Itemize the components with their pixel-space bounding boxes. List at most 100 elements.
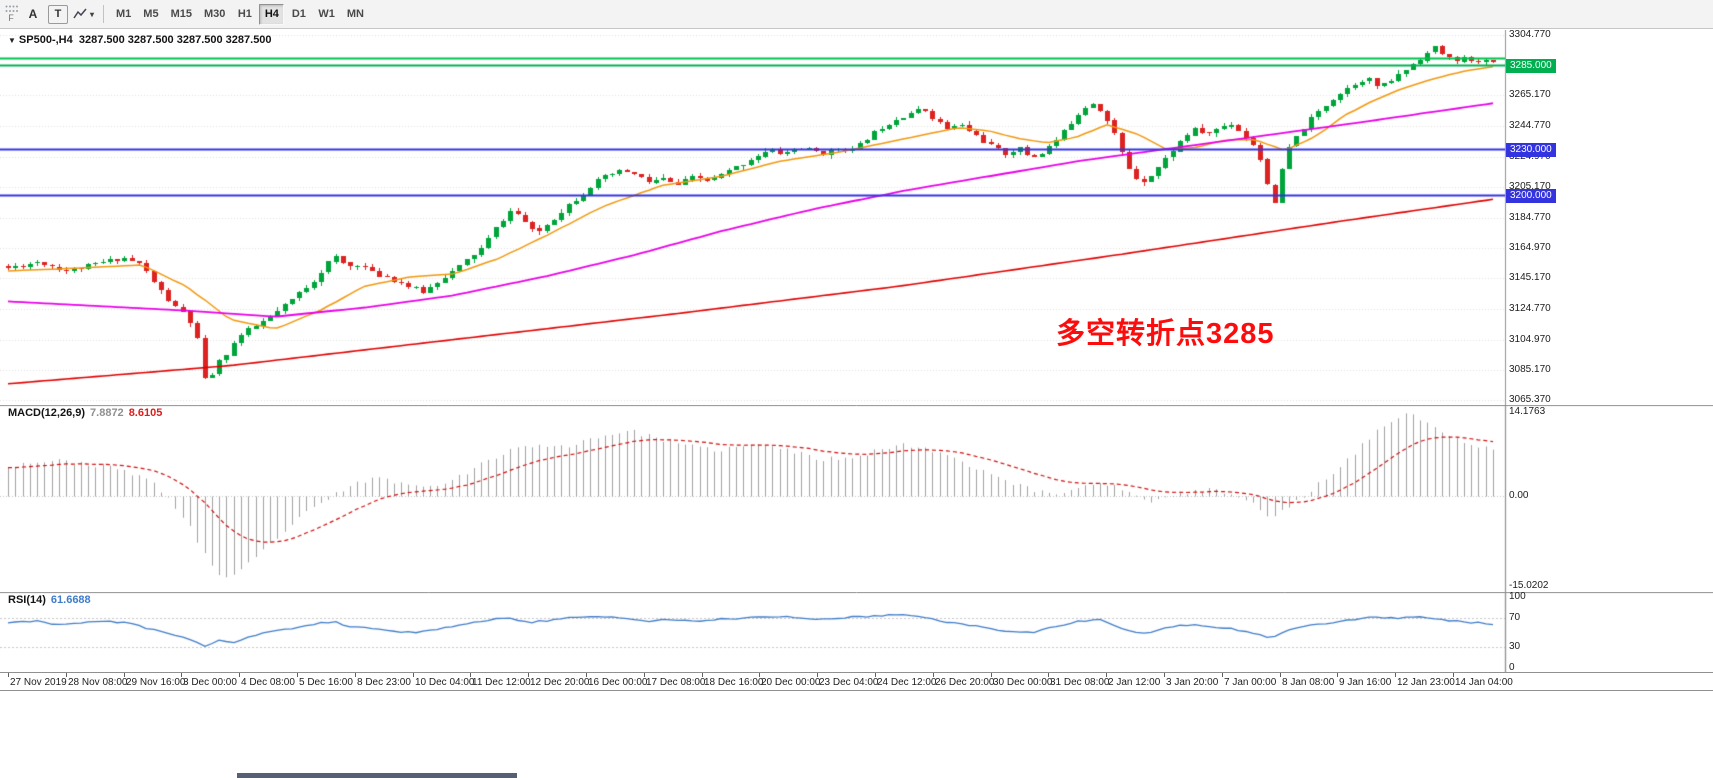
time-label: 23 Dec 04:00 — [819, 677, 879, 688]
macd-canvas[interactable] — [0, 405, 1713, 592]
time-tick — [1222, 673, 1223, 677]
time-label: 12 Jan 23:00 — [1397, 677, 1455, 688]
draw-tool-button[interactable]: ▾ — [72, 4, 95, 25]
timeframe-button-m1[interactable]: M1 — [116, 8, 132, 20]
polyline-icon — [73, 8, 87, 19]
symbol-period-label: SP500-,H4 — [18, 34, 73, 46]
time-tick — [1395, 673, 1396, 677]
axis-tick-label: 3104.970 — [1509, 334, 1551, 345]
price-line-badge: 3285.000 — [1506, 58, 1556, 73]
time-tick — [239, 673, 240, 677]
axis-tick-label: 0 — [1509, 662, 1515, 673]
axis-tick-label: 30 — [1509, 641, 1521, 652]
main-chart-canvas[interactable] — [0, 30, 1713, 405]
toolbar: F A T ▾ M1 M5 M15 M30 H1 H4 D1 W1 MN — [0, 0, 1713, 29]
timeframe-button-mn[interactable]: MN — [346, 8, 364, 20]
timeframe-button-m30[interactable]: M30 — [203, 8, 226, 20]
time-tick — [1280, 673, 1281, 677]
time-label: 29 Nov 16:00 — [126, 677, 186, 688]
chart-title: ▼ SP500-,H4 3287.500 3287.500 3287.500 32… — [8, 34, 272, 46]
time-label: 3 Dec 00:00 — [183, 677, 237, 688]
title-marker-icon: ▼ — [8, 36, 16, 45]
price-line-badge: 3230.000 — [1506, 142, 1556, 157]
timeframe-button-m15[interactable]: M15 — [170, 8, 192, 20]
time-label: 17 Dec 08:00 — [646, 677, 706, 688]
timeframe-button-d1[interactable]: D1 — [291, 8, 306, 20]
time-tick — [991, 673, 992, 677]
time-tick — [759, 673, 760, 677]
axis-tick-label: 0.00 — [1509, 490, 1529, 501]
time-label: 12 Dec 20:00 — [530, 677, 590, 688]
text-tool-button[interactable]: T — [48, 4, 68, 24]
rsi-canvas[interactable] — [0, 592, 1713, 672]
time-tick — [124, 673, 125, 677]
time-label: 11 Dec 12:00 — [472, 677, 531, 688]
axis-tick-label: 3085.170 — [1509, 364, 1551, 375]
chart-text-annotation[interactable]: 多空转折点3285 — [1056, 318, 1275, 350]
macd-signal-value: 8.6105 — [128, 407, 163, 419]
time-label: 8 Jan 08:00 — [1282, 677, 1335, 688]
time-label: 4 Dec 08:00 — [241, 677, 295, 688]
time-label: 16 Dec 00:00 — [588, 677, 648, 688]
time-tick — [1048, 673, 1049, 677]
time-tick — [8, 673, 9, 677]
time-tick — [181, 673, 182, 677]
time-tick — [702, 673, 703, 677]
time-label: 31 Dec 08:00 — [1050, 677, 1110, 688]
time-tick — [1164, 673, 1165, 677]
axis-tick-label: 3164.970 — [1509, 242, 1551, 253]
axis-tick-label: 3205.170 — [1509, 181, 1551, 192]
toolbar-separator — [103, 5, 105, 23]
price-line-badge: 3200.000 — [1506, 188, 1556, 203]
axis-tick-label: 3244.770 — [1509, 120, 1551, 131]
toolbar-f-label: F — [8, 13, 14, 23]
macd-label: MACD(12,26,9) 7.8872 8.6105 — [8, 407, 162, 419]
timeframe-button-h4[interactable]: H4 — [259, 3, 285, 25]
time-label: 18 Dec 16:00 — [704, 677, 764, 688]
time-label: 14 Jan 04:00 — [1455, 677, 1513, 688]
time-label: 30 Dec 00:00 — [993, 677, 1053, 688]
time-label: 10 Dec 04:00 — [415, 677, 475, 688]
time-label: 5 Dec 16:00 — [299, 677, 353, 688]
time-tick — [644, 673, 645, 677]
time-tick — [413, 673, 414, 677]
timeframe-button-w1[interactable]: W1 — [318, 8, 335, 20]
rsi-label: RSI(14) 61.6688 — [8, 594, 91, 606]
time-label: 7 Jan 00:00 — [1224, 677, 1277, 688]
time-tick — [528, 673, 529, 677]
time-label: 2 Jan 12:00 — [1108, 677, 1161, 688]
time-label: 27 Nov 2019 — [10, 677, 67, 688]
time-tick — [297, 673, 298, 677]
time-tick — [1337, 673, 1338, 677]
axis-tick-label: 3304.770 — [1509, 29, 1551, 40]
axis-tick-label: 3145.170 — [1509, 272, 1551, 283]
axis-tick-label: 3124.770 — [1509, 303, 1551, 314]
time-tick — [1106, 673, 1107, 677]
time-tick — [1453, 673, 1454, 677]
time-label: 20 Dec 00:00 — [761, 677, 821, 688]
time-tick — [933, 673, 934, 677]
axis-tick-label: 70 — [1509, 612, 1521, 623]
timeframe-group: M1 M5 M15 M30 H1 H4 D1 W1 MN — [110, 3, 370, 25]
axis-tick-label: -15.0202 — [1509, 580, 1549, 591]
macd-name: MACD(12,26,9) — [8, 407, 86, 419]
timeframe-button-m5[interactable]: M5 — [143, 8, 159, 20]
time-label: 24 Dec 12:00 — [877, 677, 937, 688]
time-axis[interactable]: 27 Nov 2019 28 Nov 08:00 29 Nov 16:00 3 Dec… — [0, 672, 1713, 691]
toolbar-drag-handle[interactable]: F — [2, 1, 20, 28]
time-label: 3 Jan 20:00 — [1166, 677, 1219, 688]
chevron-down-icon: ▾ — [90, 9, 95, 19]
time-tick — [355, 673, 356, 677]
time-label: 9 Jan 16:00 — [1339, 677, 1392, 688]
time-tick — [66, 673, 67, 677]
time-tick — [817, 673, 818, 677]
bottom-edge-artifact — [237, 773, 517, 778]
time-tick — [470, 673, 471, 677]
axis-tick-label: 3184.770 — [1509, 212, 1551, 223]
timeframe-button-h1[interactable]: H1 — [237, 8, 252, 20]
time-tick — [875, 673, 876, 677]
price-axis[interactable]: 3285.0003230.0003200.0003304.7703285.170… — [1506, 0, 1712, 691]
time-label: 26 Dec 20:00 — [935, 677, 995, 688]
label-tool-button[interactable]: A — [28, 7, 38, 21]
